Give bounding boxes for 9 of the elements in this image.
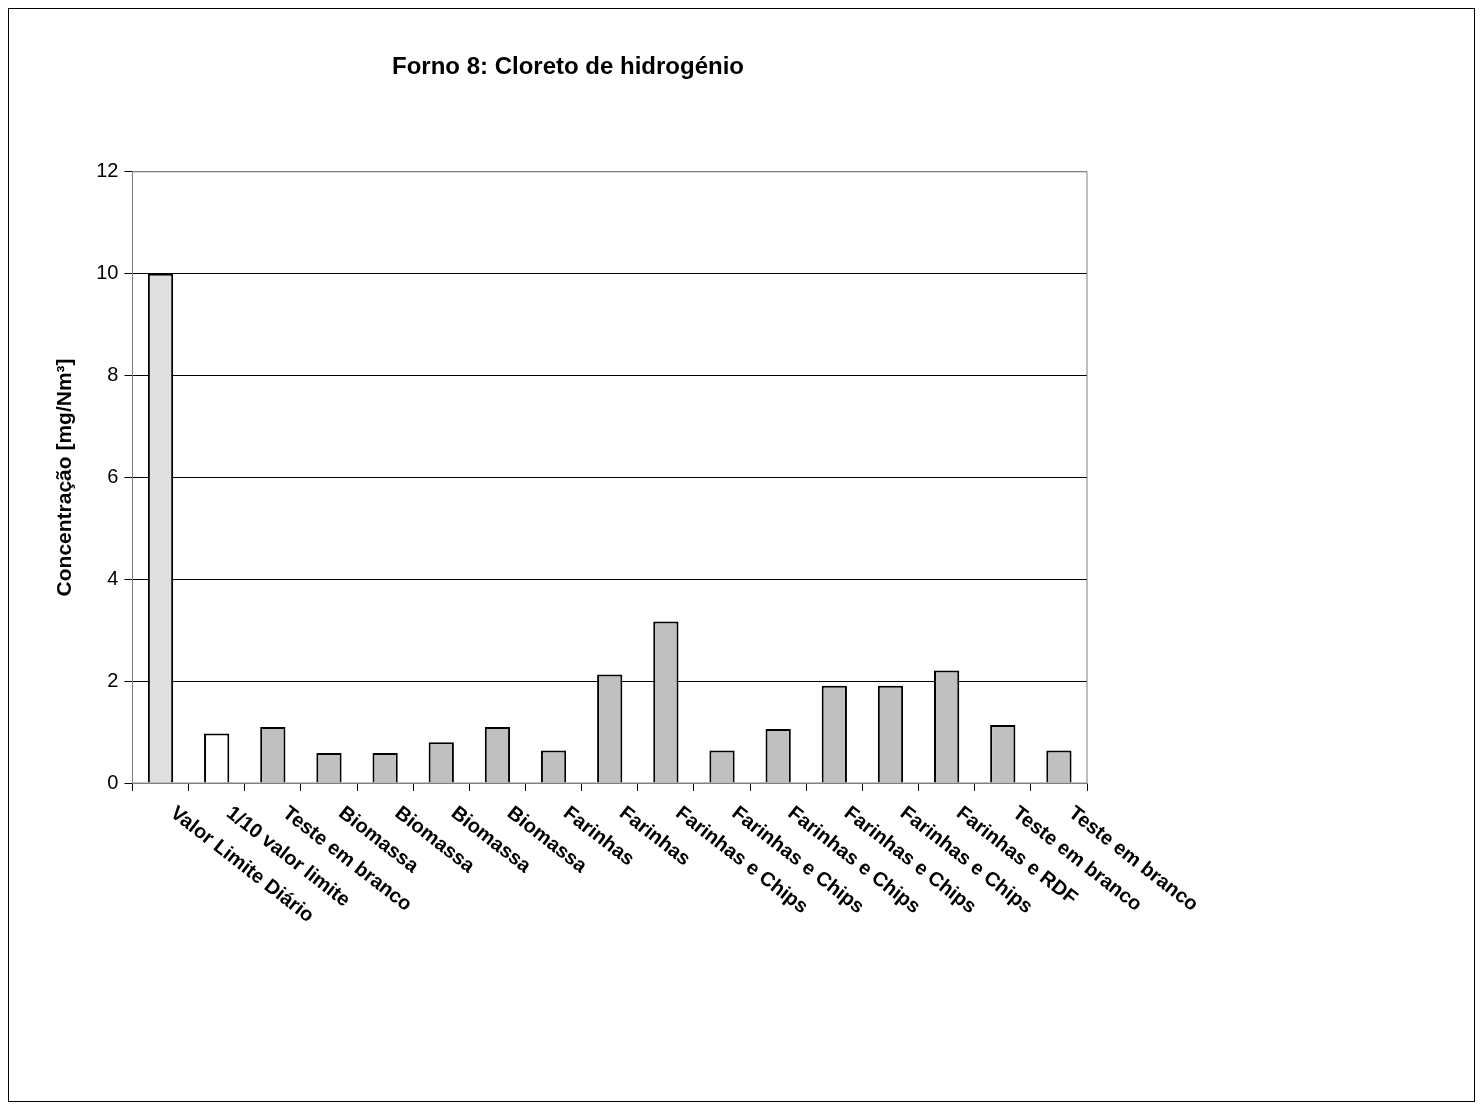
y-tick-label: 10 (96, 261, 119, 284)
y-tick-label: 12 (96, 159, 119, 182)
chart-title: Forno 8: Cloreto de hidrogénio (392, 52, 744, 80)
y-tick-label: 8 (107, 363, 119, 386)
y-tick-label: 6 (107, 464, 119, 487)
y-tick-label: 2 (107, 668, 119, 691)
y-tick-label: 4 (107, 566, 119, 589)
y-tick-label: 0 (107, 770, 119, 793)
y-axis-title: Concentração [mg/Nm³] (52, 358, 76, 597)
